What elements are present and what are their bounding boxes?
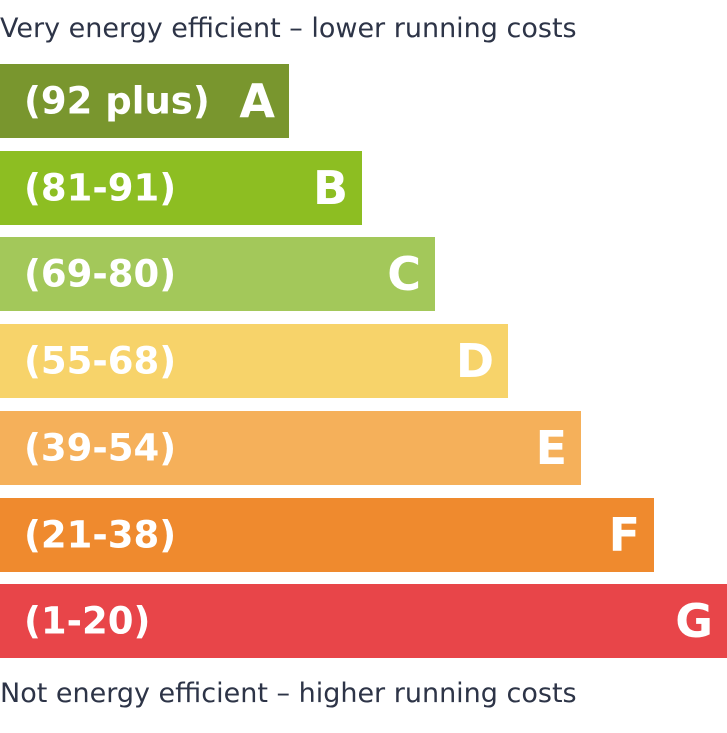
- band-g: (1-20) G: [0, 584, 727, 658]
- top-caption: Very energy efficient – lower running co…: [0, 13, 577, 44]
- band-rating-letter: D: [455, 334, 494, 388]
- band-b: (81-91) B: [0, 151, 362, 225]
- band-a: (92 plus) A: [0, 64, 289, 138]
- band-rating-letter: G: [675, 594, 713, 648]
- band-range-label: (21-38): [24, 513, 177, 557]
- band-range-label: (1-20): [24, 599, 151, 643]
- band-e: (39-54) E: [0, 411, 581, 485]
- band-rating-letter: A: [239, 74, 275, 128]
- band-range-label: (81-91): [24, 166, 177, 210]
- band-rating-letter: B: [312, 161, 348, 215]
- band-f: (21-38) F: [0, 498, 654, 572]
- band-rating-letter: C: [387, 247, 421, 301]
- bottom-caption: Not energy efficient – higher running co…: [0, 678, 577, 709]
- band-range-label: (69-80): [24, 252, 177, 296]
- band-rating-letter: E: [535, 421, 567, 475]
- band-range-label: (55-68): [24, 339, 177, 383]
- band-rating-letter: F: [608, 508, 640, 562]
- band-range-label: (92 plus): [24, 79, 210, 123]
- band-d: (55-68) D: [0, 324, 508, 398]
- band-range-label: (39-54): [24, 426, 177, 470]
- band-c: (69-80) C: [0, 237, 435, 311]
